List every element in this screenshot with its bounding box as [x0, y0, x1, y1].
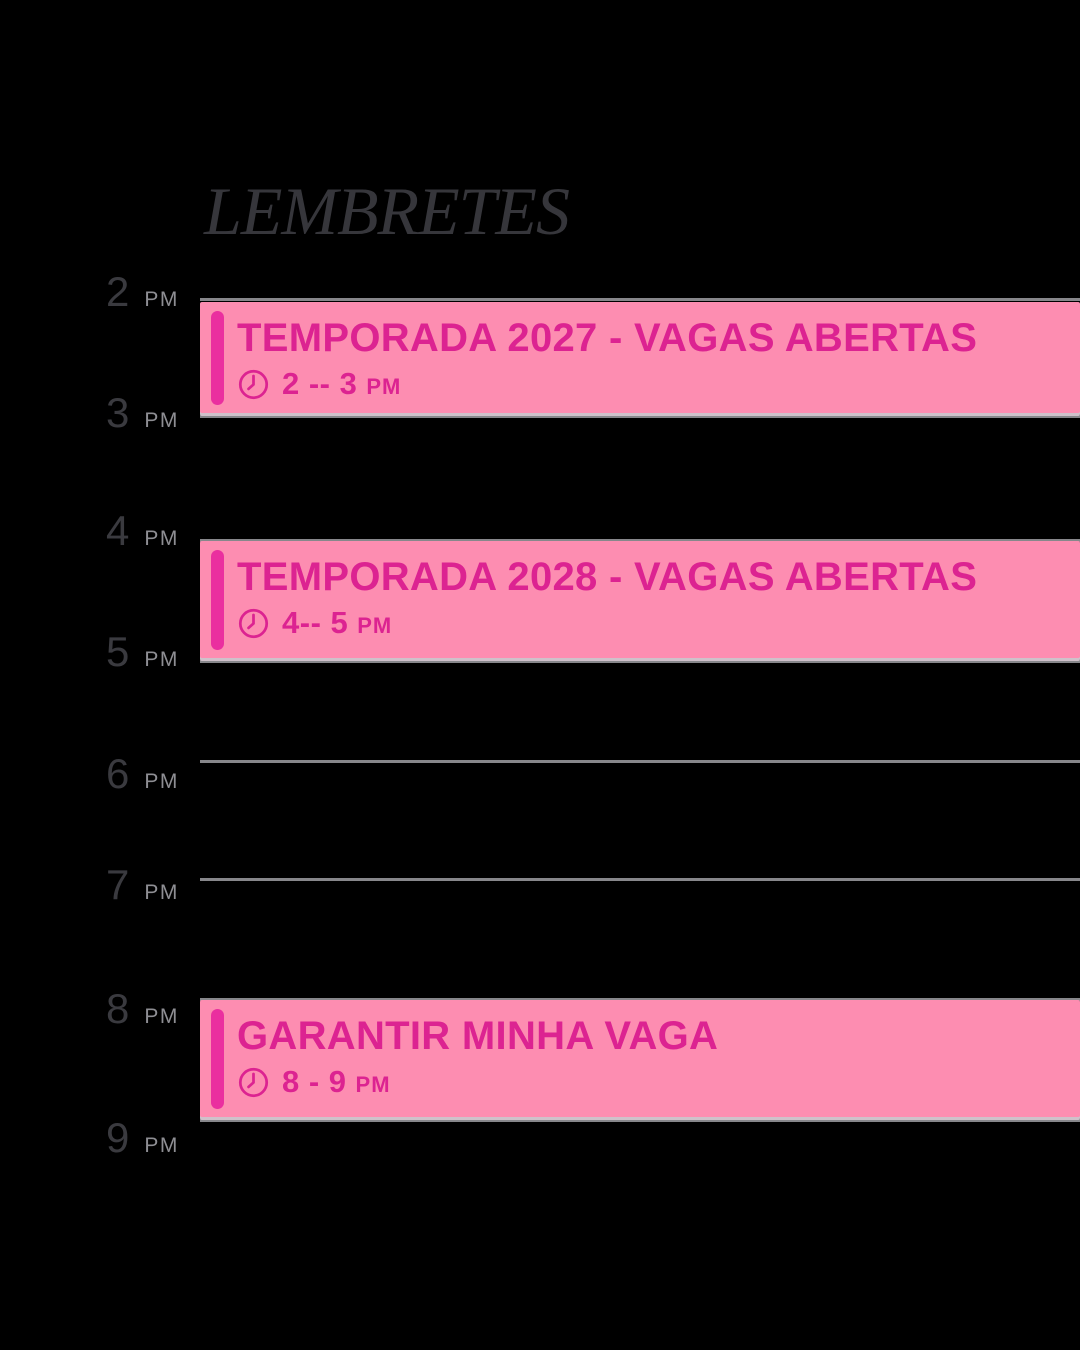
- event-time-texts: 4-- 5 PM: [282, 605, 392, 641]
- event-accent-bar: [211, 1009, 224, 1109]
- hour-line-7pm: [200, 878, 1080, 881]
- hour-number: 4: [106, 507, 130, 554]
- hour-line-8pm: [200, 998, 1080, 1001]
- hour-line-4pm: [200, 539, 1080, 542]
- event-time-row: 8 - 9 PM: [237, 1064, 1070, 1100]
- hour-number: 2: [106, 268, 130, 315]
- event-temporada-2028[interactable]: TEMPORADA 2028 - VAGAS ABERTAS 4-- 5 PM: [200, 541, 1080, 658]
- event-time-range: 8 - 9: [282, 1064, 347, 1099]
- event-time-texts: 8 - 9 PM: [282, 1064, 391, 1100]
- hour-line-3pm: [200, 415, 1080, 418]
- event-title: TEMPORADA 2028 - VAGAS ABERTAS: [237, 555, 978, 599]
- hour-number: 9: [106, 1114, 130, 1161]
- hour-label-5pm: 5 PM: [106, 631, 179, 673]
- event-time-meridiem: PM: [357, 613, 393, 638]
- hour-line-2pm: [200, 298, 1080, 301]
- hour-label-2pm: 2 PM: [106, 271, 179, 313]
- event-time-row: 4-- 5 PM: [237, 605, 1070, 641]
- hour-line-5pm: [200, 660, 1080, 663]
- page-title: LEMBRETES: [204, 173, 570, 249]
- hour-number: 3: [106, 389, 130, 436]
- event-accent-bar: [211, 550, 224, 650]
- hour-label-3pm: 3 PM: [106, 392, 179, 434]
- event-body: TEMPORADA 2028 - VAGAS ABERTAS 4-- 5 PM: [200, 541, 1080, 641]
- event-temporada-2027[interactable]: TEMPORADA 2027 - VAGAS ABERTAS 2 -- 3 PM: [200, 302, 1080, 413]
- clock-icon: [238, 369, 269, 399]
- hour-label-9pm: 9 PM: [106, 1117, 179, 1159]
- event-accent-bar: [211, 311, 224, 405]
- event-garantir-vaga[interactable]: GARANTIR MINHA VAGA 8 - 9 PM: [200, 1000, 1080, 1117]
- event-time-row: 2 -- 3 PM: [237, 366, 1070, 402]
- hour-meridiem: PM: [144, 527, 179, 550]
- clock-icon: [238, 1067, 269, 1097]
- hour-meridiem: PM: [144, 409, 179, 432]
- hour-line-6pm: [200, 760, 1080, 763]
- event-time-texts: 2 -- 3 PM: [282, 366, 401, 402]
- hour-number: 6: [106, 750, 130, 797]
- hour-meridiem: PM: [144, 1134, 179, 1157]
- hour-number: 5: [106, 628, 130, 675]
- event-title: GARANTIR MINHA VAGA: [237, 1014, 719, 1058]
- event-body: TEMPORADA 2027 - VAGAS ABERTAS 2 -- 3 PM: [200, 302, 1080, 402]
- hour-label-8pm: 8 PM: [106, 988, 179, 1030]
- event-time-meridiem: PM: [366, 374, 402, 399]
- hour-line-9pm: [200, 1119, 1080, 1122]
- hour-meridiem: PM: [144, 770, 179, 793]
- hour-meridiem: PM: [144, 881, 179, 904]
- hour-label-7pm: 7 PM: [106, 864, 179, 906]
- hour-meridiem: PM: [144, 288, 179, 311]
- hour-label-6pm: 6 PM: [106, 753, 179, 795]
- hour-label-4pm: 4 PM: [106, 510, 179, 552]
- hour-meridiem: PM: [144, 1005, 179, 1028]
- event-time-meridiem: PM: [355, 1072, 391, 1097]
- hour-number: 8: [106, 985, 130, 1032]
- event-body: GARANTIR MINHA VAGA 8 - 9 PM: [200, 1000, 1080, 1100]
- clock-icon: [238, 608, 269, 638]
- hour-number: 7: [106, 861, 130, 908]
- event-time-range: 4-- 5: [282, 605, 349, 640]
- event-title: TEMPORADA 2027 - VAGAS ABERTAS: [237, 316, 978, 360]
- hour-meridiem: PM: [144, 648, 179, 671]
- event-time-range: 2 -- 3: [282, 366, 358, 401]
